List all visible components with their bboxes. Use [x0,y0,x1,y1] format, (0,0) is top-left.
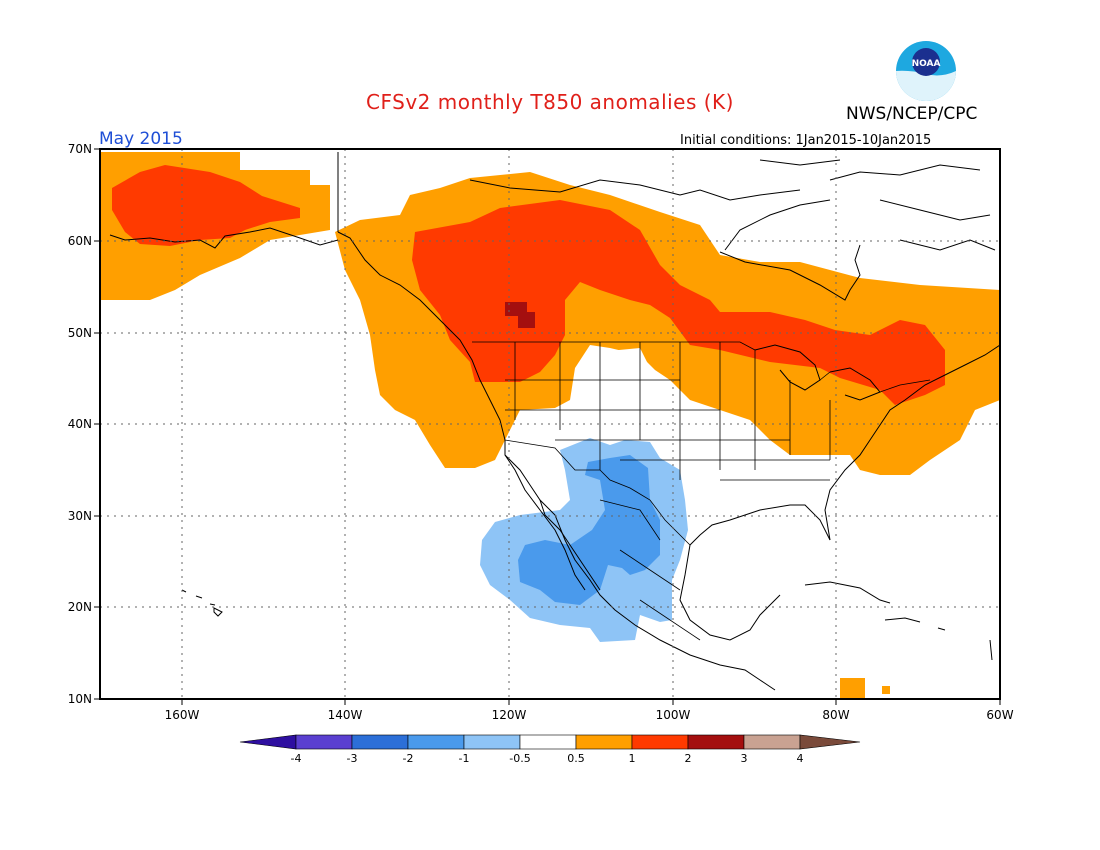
colorbar-labels: -4 -3 -2 -1 -0.5 0.5 1 2 3 4 [291,752,804,765]
baja-coast [504,454,601,591]
arctic-islands [469,159,996,251]
lon-label: 120W [492,708,527,722]
colorbar-label: 3 [741,752,748,765]
neutral-hole-plains [580,348,650,410]
warm-anomaly-caribbean [840,678,865,698]
lat-label: 70N [68,142,92,156]
warm-anomaly-caribbean-2 [882,686,890,694]
colorbar-label: 0.5 [567,752,585,765]
colorbar-label: 2 [685,752,692,765]
cold-anomaly-mexico-core [518,455,660,605]
colorbar-label: -0.5 [509,752,530,765]
agency-label: NWS/NCEP/CPC [846,104,978,124]
lon-label: 80W [822,708,849,722]
lon-labels: 160W 140W 120W 100W 80W 60W [165,708,1014,722]
colorbar-swatch [687,734,745,750]
lon-label: 60W [986,708,1013,722]
initial-conditions: Initial conditions: 1Jan2015-10Jan2015 [680,133,932,148]
colorbar-label: 4 [797,752,804,765]
anomaly-field [100,152,1000,698]
colorbar-swatch [463,734,521,750]
colorbar-swatch [631,734,689,750]
arctic-coast [337,152,776,691]
colorbar-label: 1 [629,752,636,765]
colorbar-cap-high [799,734,861,750]
lat-label: 10N [68,692,92,706]
colorbar-cap-low [239,734,297,750]
warm-anomaly-strong [505,302,535,328]
colorbar-label: -4 [291,752,302,765]
hudson-bay [719,199,861,301]
colorbar-swatch [743,734,801,750]
warm-anomaly-canada-core [412,200,945,405]
lon-label: 160W [165,708,200,722]
east-coast [824,344,1000,541]
us-mexico-border [504,439,691,546]
colorbar-label: -2 [403,752,414,765]
hawaii [181,589,223,617]
lat-label: 50N [68,326,92,340]
lat-labels: 70N 60N 50N 40N 30N 20N 10N [68,142,92,706]
lat-label: 40N [68,417,92,431]
political-boundaries [472,341,931,641]
graticule [100,149,1000,699]
colorbar-swatch [351,734,409,750]
colorbar-label: -1 [459,752,470,765]
gulf-coast [679,504,831,641]
mexico-states [599,499,701,641]
lat-label: 20N [68,600,92,614]
axis-ticks [94,148,1001,705]
us-canada-border [472,341,931,393]
noaa-logo: NOAA [896,41,956,101]
alaska-coast [109,227,339,249]
lat-label: 60N [68,234,92,248]
colorbar-label: -3 [347,752,358,765]
colorbar-swatch [519,734,577,750]
map-title: CFSv2 monthly T850 anomalies (K) [366,90,734,114]
lon-label: 140W [328,708,363,722]
warm-anomaly-alaska-core [112,165,300,246]
caribbean-islands [804,581,993,661]
coastlines [109,152,1000,691]
colorbar-swatch [407,734,465,750]
colorbar [239,734,861,750]
us-state-lines [505,342,831,481]
great-lakes [754,344,881,401]
lat-label: 30N [68,509,92,523]
forecast-period: May 2015 [99,129,183,149]
svg-text:NOAA: NOAA [912,59,941,69]
lon-label: 100W [656,708,691,722]
colorbar-swatch [575,734,633,750]
colorbar-swatch [295,734,353,750]
